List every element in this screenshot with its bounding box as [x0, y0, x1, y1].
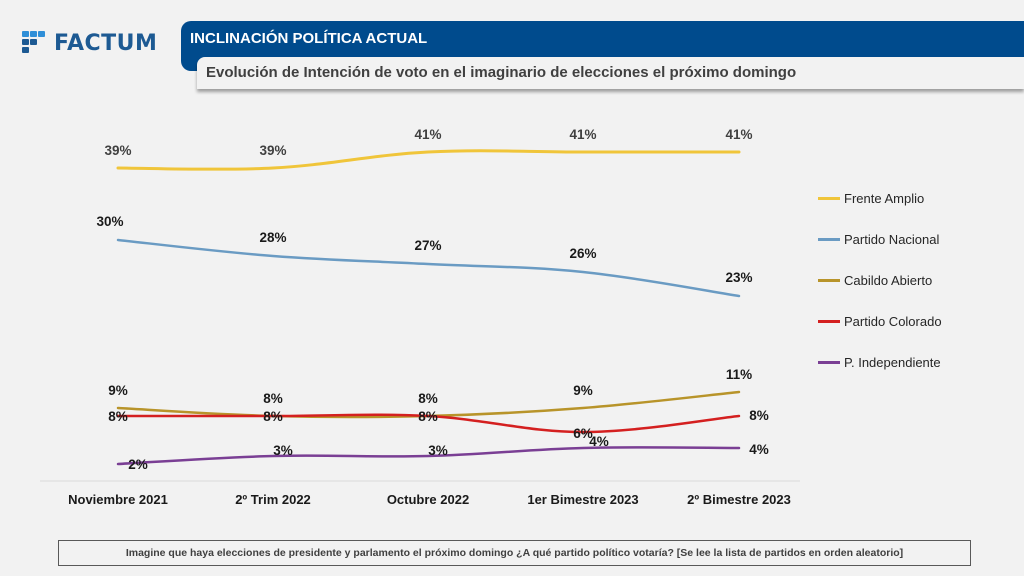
- x-tick-label: 2º Trim 2022: [235, 492, 311, 507]
- data-label-cabildo-abierto: 8%: [418, 391, 438, 406]
- data-label-p-independiente: 4%: [589, 434, 609, 449]
- data-label-partido-nacional: 27%: [414, 238, 441, 253]
- data-label-partido-colorado: 6%: [573, 426, 593, 441]
- data-label-frente-amplio: 41%: [725, 127, 752, 142]
- series-layer: [116, 149, 741, 466]
- data-label-partido-colorado: 8%: [108, 409, 128, 424]
- data-label-partido-colorado: 8%: [263, 409, 283, 424]
- legend-item-cabildo-abierto: Cabildo Abierto: [818, 248, 942, 313]
- x-tick-label: Octubre 2022: [387, 492, 469, 507]
- data-label-frente-amplio: 41%: [569, 127, 596, 142]
- page-title: INCLINACIÓN POLÍTICA ACTUAL: [190, 30, 428, 47]
- x-tick-layer: Noviembre 2021 2º Trim 2022 Octubre 2022 1e…: [68, 492, 791, 507]
- data-label-p-independiente: 2%: [128, 457, 148, 472]
- legend-label: Partido Nacional: [844, 232, 940, 247]
- data-label-frente-amplio: 39%: [259, 143, 286, 158]
- data-label-cabildo-abierto: 8%: [263, 391, 283, 406]
- data-label-cabildo-abierto: 11%: [726, 367, 752, 382]
- legend-label: P. Independiente: [844, 355, 941, 370]
- data-label-frente-amplio: 39%: [104, 143, 131, 158]
- x-tick-label: 2º Bimestre 2023: [687, 492, 791, 507]
- series-line-partido-nacional: [116, 238, 741, 298]
- data-label-layer: 39% 39% 41% 41% 41% 30% 28% 27% 26% 23% 9% 8% 8% 9% 11…: [96, 127, 768, 472]
- data-label-partido-nacional: 28%: [259, 230, 286, 245]
- legend-swatch: [818, 238, 840, 241]
- legend-swatch: [818, 197, 840, 200]
- subtitle-box: [197, 57, 1024, 89]
- data-label-partido-nacional: 23%: [725, 270, 752, 285]
- data-label-partido-colorado: 8%: [749, 408, 769, 423]
- x-tick-label: 1er Bimestre 2023: [527, 492, 638, 507]
- legend-label: Frente Amplio: [844, 191, 925, 206]
- legend-label: Cabildo Abierto: [844, 273, 933, 288]
- legend-swatch: [818, 279, 840, 282]
- footnote-text: Imagine que haya elecciones de president…: [125, 547, 904, 559]
- series-line-p-independiente: [116, 446, 741, 466]
- question-footnote: Imagine que haya elecciones de president…: [58, 540, 971, 566]
- data-label-cabildo-abierto: 9%: [573, 383, 593, 398]
- chart-legend: Frente Amplio Partido Nacional Cabildo Abi…: [818, 166, 942, 395]
- series-line-partido-colorado: [116, 413, 741, 434]
- data-label-partido-nacional: 30%: [96, 214, 123, 229]
- factum-logo-icon: [20, 30, 50, 56]
- data-label-p-independiente: 3%: [428, 443, 448, 458]
- page-subtitle: Evolución de Intención de voto en el ima…: [206, 64, 797, 81]
- legend-item-partido-nacional: Partido Nacional: [818, 207, 942, 272]
- x-tick-label: Noviembre 2021: [68, 492, 168, 507]
- legend-swatch: [818, 320, 840, 323]
- legend-swatch: [818, 361, 840, 364]
- legend-item-p-independiente: P. Independiente: [818, 330, 942, 395]
- data-label-p-independiente: 3%: [273, 443, 293, 458]
- legend-item-frente-amplio: Frente Amplio: [818, 166, 942, 231]
- factum-logo: FACTUM: [20, 28, 157, 58]
- data-label-partido-nacional: 26%: [569, 246, 596, 261]
- data-label-cabildo-abierto: 9%: [108, 383, 128, 398]
- series-line-frente-amplio: [116, 149, 741, 171]
- data-label-partido-colorado: 8%: [418, 409, 438, 424]
- logo-text: FACTUM: [54, 30, 158, 56]
- data-label-p-independiente: 4%: [749, 442, 769, 457]
- data-label-frente-amplio: 41%: [414, 127, 441, 142]
- legend-item-partido-colorado: Partido Colorado: [818, 289, 942, 354]
- legend-label: Partido Colorado: [844, 314, 942, 329]
